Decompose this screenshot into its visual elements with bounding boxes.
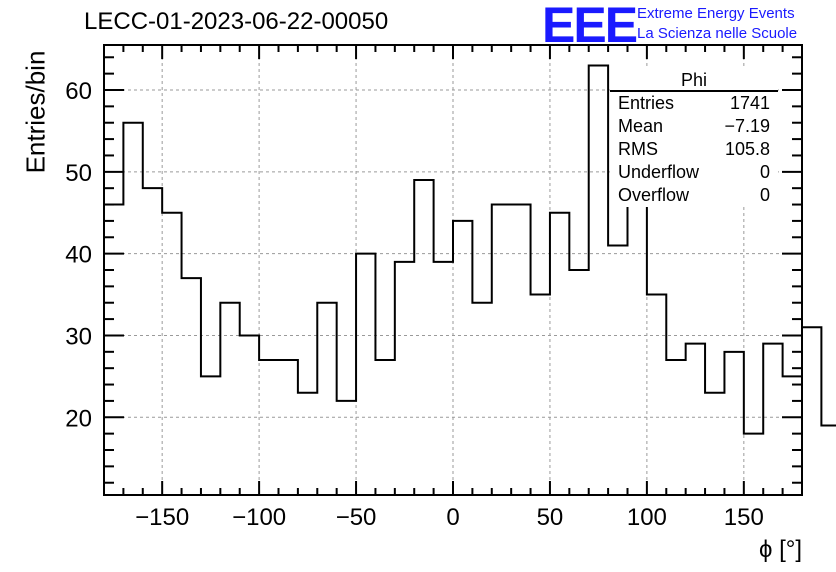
stats-label: Overflow — [618, 185, 690, 205]
stats-row-overflow: Overflow 0 — [610, 184, 778, 207]
stats-value: 0 — [759, 185, 770, 205]
histogram-step-line — [104, 64, 836, 435]
stats-box: Phi Entries 1741 Mean −7.19 RMS 105.8 Un… — [610, 68, 778, 207]
stats-label: Entries — [618, 93, 675, 113]
brand-line-2: La Scienza nelle Scuole — [637, 25, 798, 42]
brand-line-1: Extreme Energy Events — [637, 5, 795, 22]
x-tick-label: 100 — [627, 504, 667, 531]
x-tick-label: −50 — [336, 504, 377, 531]
x-axis-label: ϕ [°] — [758, 536, 802, 563]
stats-row-rms: RMS 105.8 — [610, 138, 778, 161]
stats-label: Mean — [618, 116, 664, 136]
tick-labels: −150 −100 −50 0 50 100 150 20 30 40 50 60 — [65, 78, 764, 531]
stats-row-mean: Mean −7.19 — [610, 115, 778, 138]
eee-logo: EEE — [542, 0, 638, 53]
x-tick-label: 50 — [537, 504, 564, 531]
stats-value: 1741 — [729, 93, 770, 113]
stats-value: 105.8 — [724, 139, 770, 159]
stats-row-underflow: Underflow 0 — [610, 161, 778, 184]
y-tick-label: 60 — [65, 78, 92, 105]
stats-row-entries: Entries 1741 — [610, 92, 778, 115]
y-tick-label: 20 — [65, 405, 92, 432]
stats-title: Phi — [610, 68, 778, 92]
x-tick-label: 150 — [724, 504, 764, 531]
stats-value: −7.19 — [724, 116, 770, 136]
plot-frame — [103, 44, 803, 496]
stats-label: RMS — [618, 139, 658, 159]
x-tick-label: −100 — [232, 504, 286, 531]
stats-label: Underflow — [618, 162, 700, 182]
y-tick-label: 50 — [65, 160, 92, 187]
x-tick-label: 0 — [446, 504, 459, 531]
x-tick-label: −150 — [135, 504, 189, 531]
stats-value: 0 — [759, 162, 770, 182]
chart-title: LECC-01-2023-06-22-00050 — [84, 8, 389, 35]
y-axis-label: Entries/bin — [20, 50, 51, 174]
y-tick-label: 40 — [65, 242, 92, 269]
y-tick-label: 30 — [65, 323, 92, 350]
